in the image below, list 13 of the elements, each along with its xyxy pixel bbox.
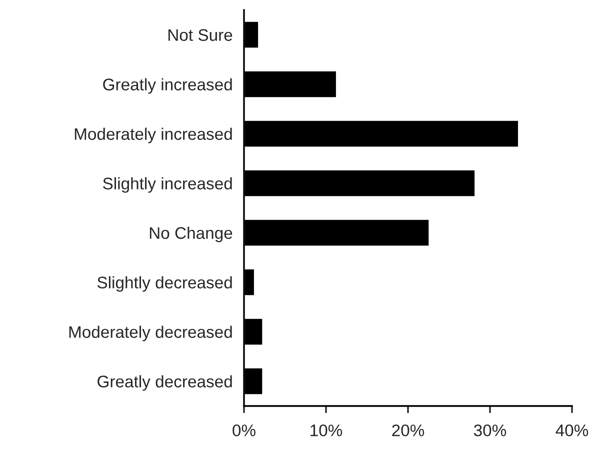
x-tick-label: 20%	[392, 424, 424, 436]
y-tick-label: No Change	[150, 226, 232, 242]
y-tick-label: Not Sure	[168, 29, 232, 41]
x-tick-label: 10%	[310, 424, 342, 436]
y-tick-label: Slightly decreased	[97, 276, 232, 292]
x-tick-label: 40%	[556, 424, 588, 436]
x-tick-label: 30%	[474, 424, 506, 436]
y-tick-label: Greatly decreased	[98, 375, 232, 391]
y-tick-label: Slightly increased	[103, 177, 232, 193]
y-tick-label: Moderately increased	[74, 128, 232, 144]
y-tick-label: Moderately decreased	[69, 326, 232, 342]
x-tick-label: 0%	[232, 424, 256, 436]
y-tick-label: Greatly increased	[103, 78, 232, 94]
